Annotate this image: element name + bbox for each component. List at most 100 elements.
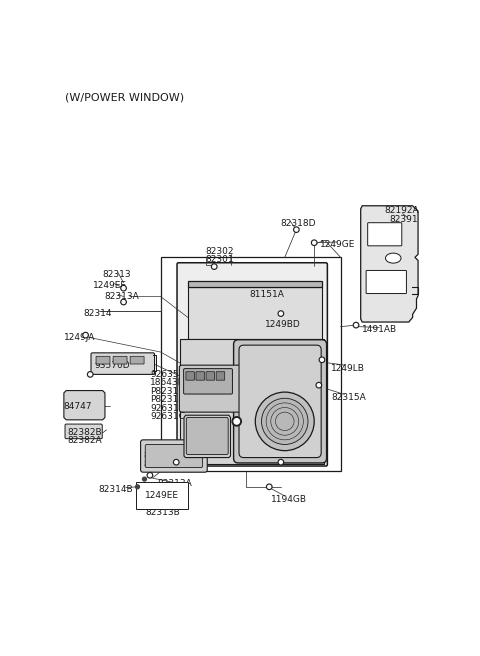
- Text: 96320C: 96320C: [237, 445, 272, 454]
- FancyBboxPatch shape: [96, 356, 110, 364]
- Circle shape: [317, 384, 320, 386]
- Circle shape: [268, 485, 271, 488]
- Circle shape: [121, 285, 126, 291]
- FancyBboxPatch shape: [368, 222, 402, 246]
- Circle shape: [121, 299, 126, 305]
- Circle shape: [355, 323, 358, 327]
- Circle shape: [175, 461, 178, 464]
- Text: 82382B: 82382B: [68, 428, 102, 436]
- Circle shape: [266, 484, 272, 489]
- Polygon shape: [360, 206, 418, 322]
- Text: 1194GB: 1194GB: [271, 495, 307, 504]
- Text: 82301: 82301: [206, 255, 234, 264]
- FancyBboxPatch shape: [145, 445, 203, 468]
- FancyBboxPatch shape: [239, 345, 321, 458]
- Text: 92631R: 92631R: [150, 403, 185, 413]
- Circle shape: [262, 398, 308, 445]
- Text: P82317: P82317: [150, 387, 184, 396]
- Text: 93570D: 93570D: [94, 361, 130, 370]
- Circle shape: [83, 333, 88, 338]
- Circle shape: [319, 357, 324, 363]
- Text: 82318D: 82318D: [280, 219, 316, 228]
- Circle shape: [84, 334, 87, 337]
- Text: 81151A: 81151A: [250, 290, 285, 298]
- Text: 82315A: 82315A: [331, 393, 366, 402]
- Text: 92631C: 92631C: [150, 412, 185, 421]
- Text: 96310: 96310: [237, 454, 265, 462]
- FancyBboxPatch shape: [113, 356, 127, 364]
- Circle shape: [321, 358, 324, 361]
- Circle shape: [353, 323, 359, 328]
- Text: 1249EE: 1249EE: [145, 491, 179, 500]
- Circle shape: [312, 240, 317, 245]
- FancyBboxPatch shape: [186, 417, 228, 455]
- Polygon shape: [188, 281, 322, 287]
- Text: 82391: 82391: [389, 215, 418, 224]
- Text: 84747: 84747: [64, 402, 92, 411]
- Text: P82318: P82318: [150, 395, 184, 404]
- FancyBboxPatch shape: [141, 440, 207, 472]
- Circle shape: [312, 241, 316, 244]
- FancyBboxPatch shape: [206, 372, 215, 380]
- Circle shape: [255, 392, 314, 451]
- Text: 82313A: 82313A: [157, 479, 192, 488]
- Circle shape: [234, 419, 240, 424]
- Text: 82313A: 82313A: [104, 292, 139, 301]
- Circle shape: [212, 264, 217, 270]
- Text: 82313: 82313: [103, 270, 131, 279]
- FancyBboxPatch shape: [366, 270, 407, 293]
- Circle shape: [147, 472, 153, 478]
- Text: 1249BD: 1249BD: [264, 319, 300, 329]
- Polygon shape: [180, 339, 324, 464]
- Polygon shape: [184, 415, 230, 458]
- Text: 82334B: 82334B: [143, 460, 178, 469]
- Circle shape: [148, 474, 151, 477]
- Polygon shape: [64, 390, 105, 420]
- Circle shape: [232, 417, 241, 426]
- Text: 1249JA: 1249JA: [64, 333, 95, 342]
- Text: (W/POWER WINDOW): (W/POWER WINDOW): [65, 92, 184, 102]
- Circle shape: [174, 459, 179, 465]
- FancyBboxPatch shape: [180, 365, 285, 412]
- Text: 82382A: 82382A: [68, 436, 102, 445]
- Text: 82344B: 82344B: [143, 451, 178, 461]
- Circle shape: [278, 459, 284, 465]
- Text: 82302: 82302: [206, 247, 234, 256]
- FancyBboxPatch shape: [91, 353, 155, 375]
- Text: 92635L: 92635L: [150, 370, 183, 379]
- Circle shape: [87, 372, 93, 377]
- Circle shape: [294, 227, 299, 232]
- Text: 1491AB: 1491AB: [362, 325, 397, 334]
- Text: 1249GE: 1249GE: [321, 240, 356, 249]
- Circle shape: [122, 287, 125, 290]
- Circle shape: [89, 373, 92, 376]
- Polygon shape: [188, 287, 322, 339]
- Circle shape: [278, 311, 284, 316]
- Text: 82314B: 82314B: [99, 485, 133, 494]
- Circle shape: [316, 382, 322, 388]
- FancyBboxPatch shape: [196, 372, 204, 380]
- FancyBboxPatch shape: [130, 356, 144, 364]
- Circle shape: [143, 477, 146, 481]
- Circle shape: [295, 228, 298, 231]
- Bar: [161, 257, 340, 472]
- FancyBboxPatch shape: [184, 369, 232, 394]
- Text: 1249EE: 1249EE: [93, 281, 127, 290]
- FancyBboxPatch shape: [65, 424, 102, 439]
- Circle shape: [279, 312, 282, 315]
- Text: 81161A: 81161A: [250, 281, 285, 290]
- Circle shape: [279, 461, 282, 464]
- Text: 82192A: 82192A: [384, 206, 419, 215]
- Circle shape: [213, 265, 216, 268]
- FancyBboxPatch shape: [234, 340, 326, 463]
- Circle shape: [135, 485, 139, 489]
- Text: 1249LB: 1249LB: [331, 363, 365, 373]
- FancyBboxPatch shape: [177, 263, 327, 466]
- FancyBboxPatch shape: [216, 372, 225, 380]
- Text: 82314: 82314: [83, 309, 112, 318]
- Circle shape: [122, 300, 125, 304]
- Text: 18643D: 18643D: [150, 379, 185, 387]
- Text: 82313B: 82313B: [145, 508, 180, 518]
- FancyBboxPatch shape: [186, 372, 194, 380]
- Ellipse shape: [385, 253, 401, 263]
